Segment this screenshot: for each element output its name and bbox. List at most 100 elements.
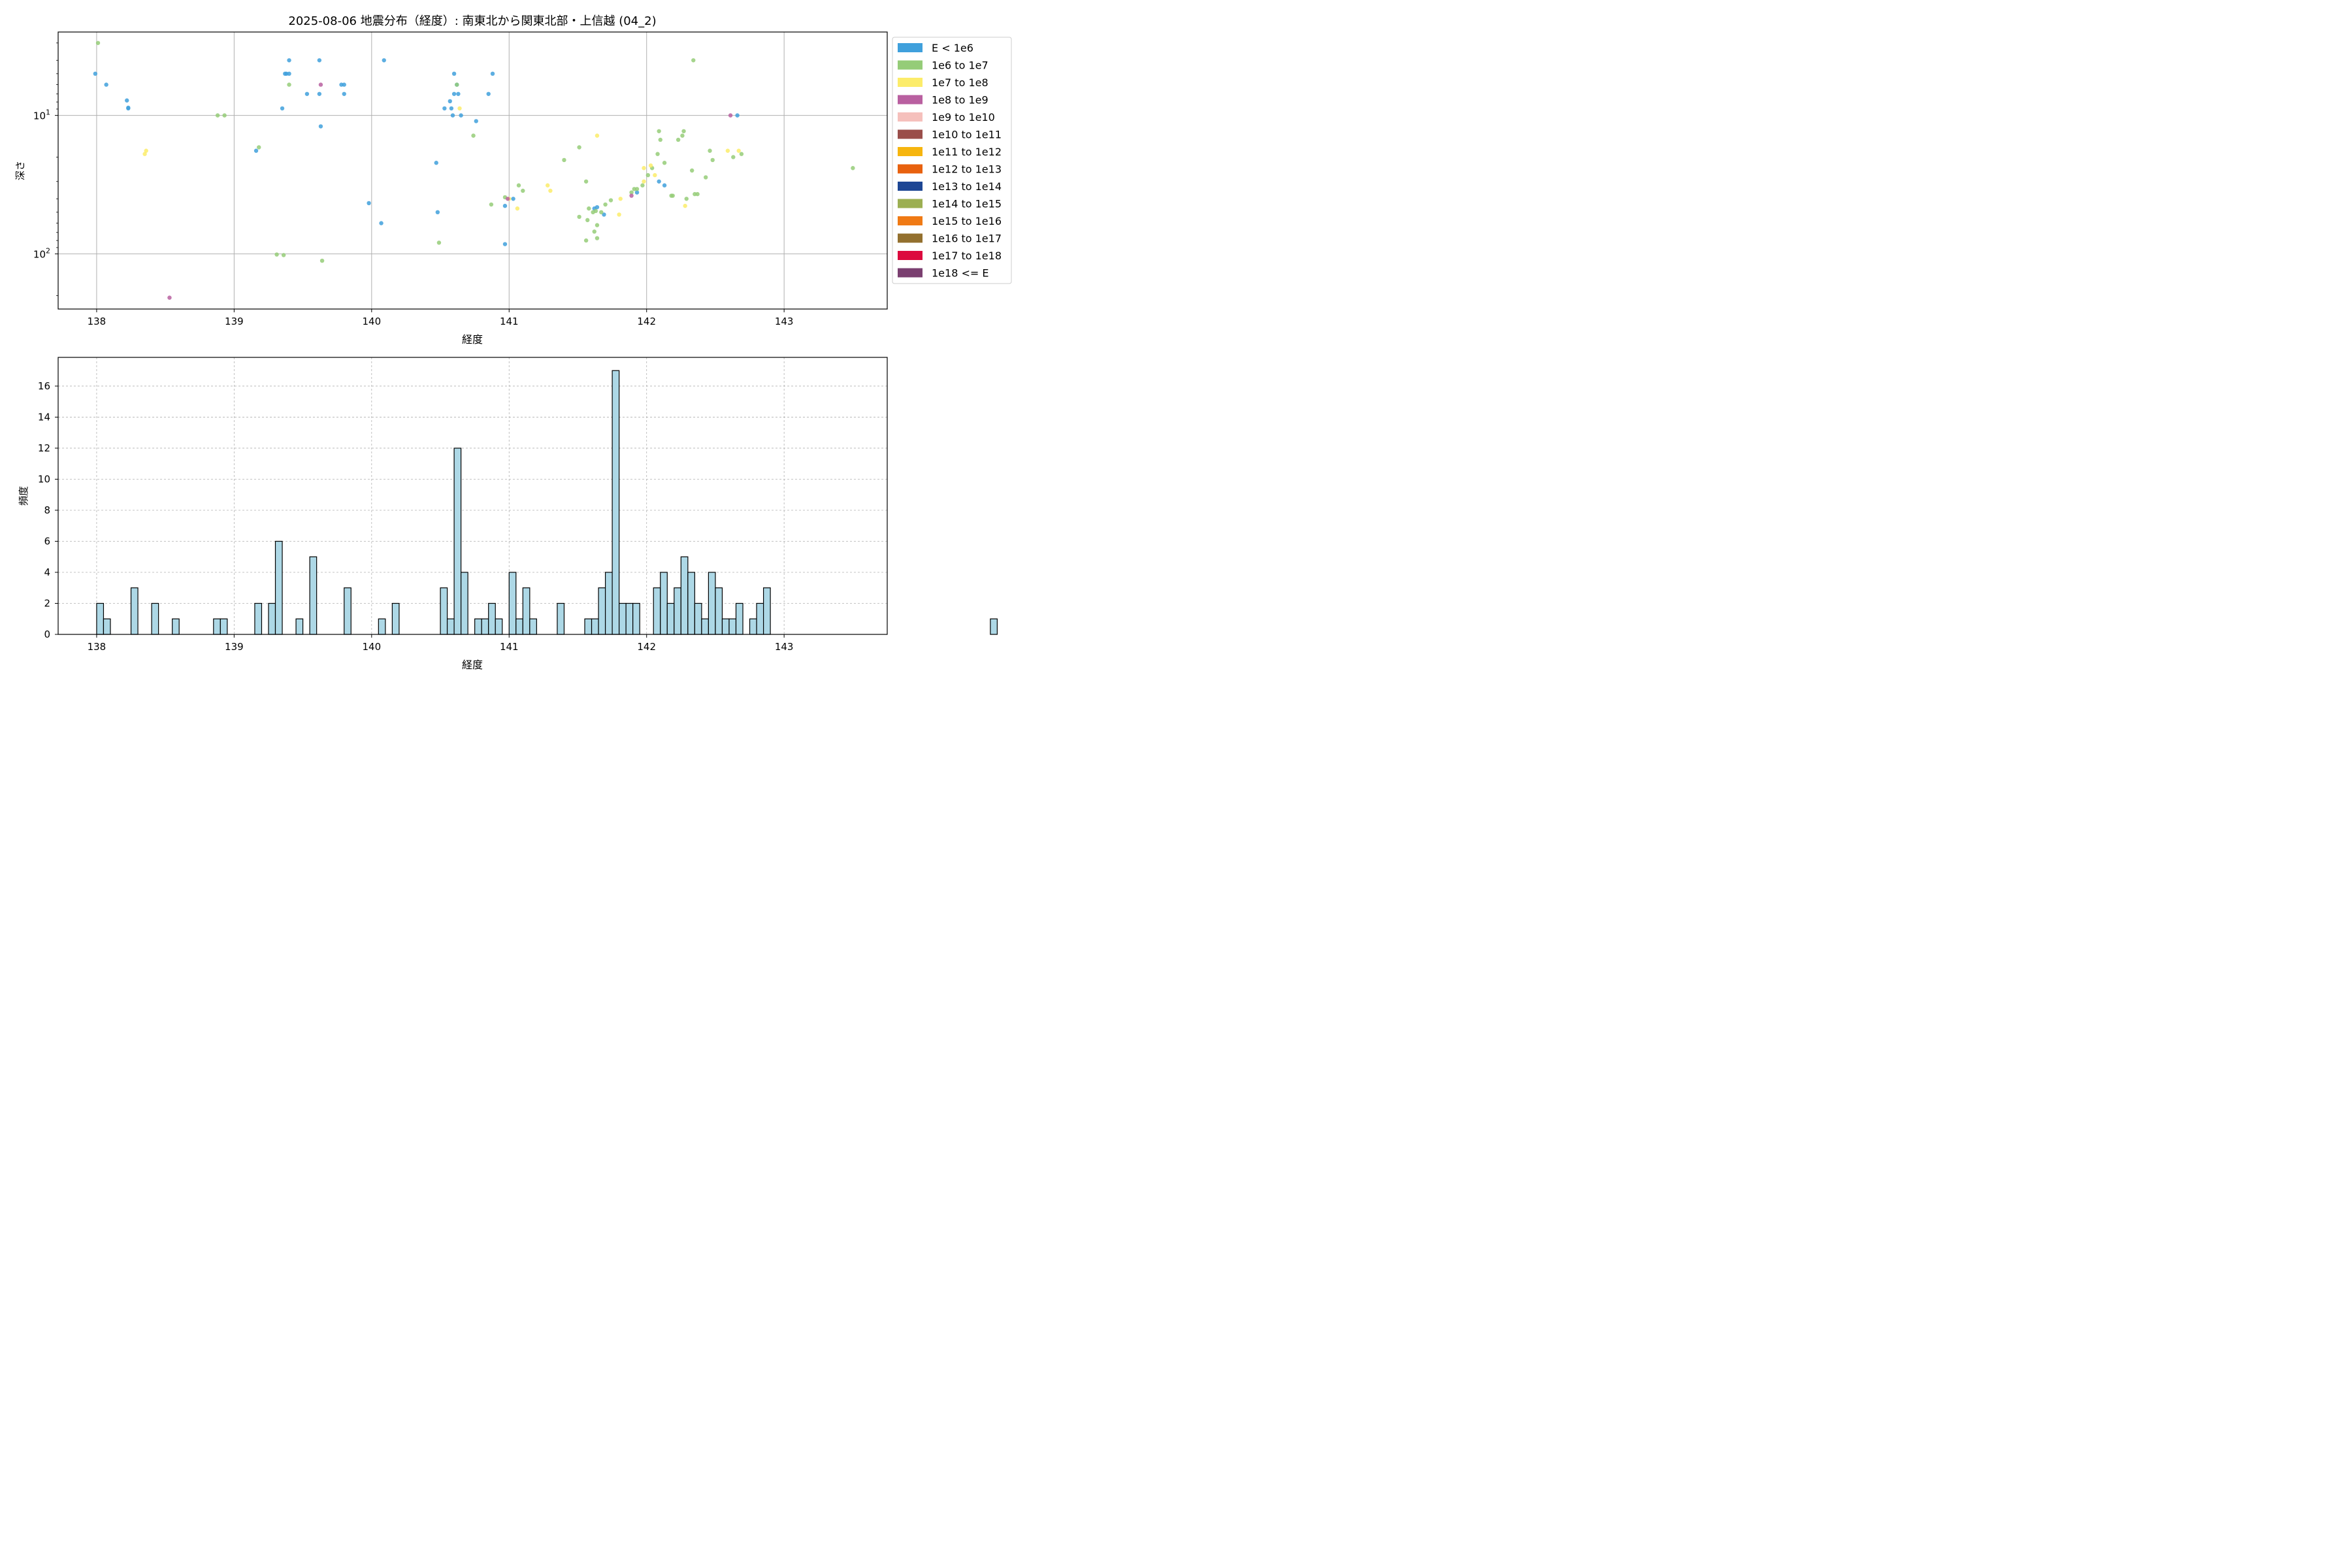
scatter-point: [617, 212, 621, 217]
scatter-point: [851, 166, 855, 171]
scatter-point: [280, 106, 285, 111]
scatter-x-tick-label: 140: [363, 316, 382, 327]
scatter-point: [511, 197, 515, 201]
histogram-bar: [990, 618, 998, 635]
histogram-bar: [694, 602, 702, 635]
scatter-point: [583, 238, 589, 243]
scatter-point: [515, 206, 520, 211]
histogram-bar: [715, 587, 723, 635]
scatter-point: [448, 99, 452, 104]
histogram-x-tick-label: 138: [88, 641, 106, 653]
histogram-y-tick-label: 0: [44, 629, 50, 640]
histogram-y-axis-label: 頻度: [18, 486, 29, 506]
histogram-bar: [625, 602, 634, 635]
scatter-point: [215, 113, 220, 118]
scatter-point: [728, 113, 733, 118]
scatter-point: [670, 193, 675, 198]
legend-swatch: [898, 268, 923, 278]
scatter-point: [104, 82, 108, 87]
scatter-y-axis-label: 深さ: [14, 161, 26, 180]
scatter-point: [603, 202, 608, 207]
scatter-x-tick-label: 142: [637, 316, 656, 327]
legend-label: 1e8 to 1e9: [932, 94, 988, 106]
scatter-point: [222, 113, 227, 118]
scatter-point: [342, 82, 346, 87]
scatter-point: [731, 155, 736, 159]
scatter-point: [634, 187, 640, 191]
histogram-bar: [701, 618, 710, 635]
scatter-point: [471, 133, 476, 138]
scatter-point: [585, 218, 590, 223]
scatter-point: [449, 106, 454, 111]
histogram-bar: [151, 602, 159, 635]
histogram-bar: [756, 602, 764, 635]
scatter-point: [304, 91, 310, 96]
scatter-point: [648, 163, 653, 168]
scatter-point: [657, 129, 661, 133]
histogram-y-tick-label: 8: [44, 504, 50, 516]
legend-swatch: [898, 199, 923, 208]
scatter-point: [442, 106, 447, 111]
histogram-bar: [295, 618, 304, 635]
scatter-point: [577, 214, 581, 220]
scatter-point: [318, 82, 323, 87]
scatter-point: [287, 58, 291, 63]
histogram-bar: [557, 602, 565, 635]
legend-label: 1e17 to 1e18: [932, 250, 1002, 262]
scatter-point: [457, 106, 462, 111]
histogram-bar: [687, 572, 695, 635]
scatter-point: [629, 190, 634, 195]
scatter-point: [253, 148, 259, 153]
histogram-bar: [584, 618, 593, 635]
scatter-point: [274, 252, 279, 257]
scatter-point: [257, 145, 261, 150]
scatter-point: [735, 113, 740, 118]
legend-swatch: [898, 112, 923, 122]
scatter-point: [736, 148, 741, 153]
histogram-y-ticks: 0 2 4 6 8 10 12 14 16: [38, 380, 58, 640]
legend-label: 1e11 to 1e12: [932, 146, 1002, 158]
legend-label: 1e14 to 1e15: [932, 198, 1002, 210]
histogram-bar: [619, 602, 627, 635]
histogram-bar: [96, 602, 105, 635]
scatter-point: [455, 82, 459, 87]
scatter-y-tick-label: 102: [33, 247, 50, 261]
histogram-y-tick-label: 4: [44, 566, 50, 578]
scatter-point: [142, 152, 147, 156]
histogram-bar: [220, 618, 228, 635]
histogram-chart: 138 139 140 141 142 143 0 2 4 6 8 10 12 14 16 経度 頻度: [18, 357, 998, 671]
scatter-point: [708, 148, 712, 153]
scatter-point: [95, 41, 101, 45]
scatter-x-tick-label: 143: [775, 316, 794, 327]
legend-label: 1e7 to 1e8: [932, 76, 988, 89]
scatter-point: [655, 152, 660, 156]
histogram-bar: [130, 587, 139, 635]
histogram-bar: [762, 587, 771, 635]
scatter-point: [577, 145, 581, 150]
legend-swatch: [898, 251, 923, 260]
scatter-point: [486, 91, 491, 96]
scatter-point: [319, 258, 325, 263]
scatter-point: [642, 166, 646, 171]
scatter-point: [317, 91, 322, 96]
scatter-point: [595, 236, 600, 240]
histogram-y-tick-label: 16: [38, 380, 50, 392]
scatter-point: [689, 168, 694, 173]
scatter-point: [281, 253, 286, 257]
legend-swatch: [898, 95, 923, 105]
scatter-point: [583, 179, 589, 184]
scatter-points: [93, 41, 855, 300]
histogram-bar: [495, 618, 503, 635]
legend-swatch: [898, 182, 923, 191]
scatter-point: [502, 242, 508, 246]
histogram-bar: [632, 602, 640, 635]
histogram-y-tick-label: 2: [44, 597, 50, 609]
histogram-plot-frame: [57, 357, 888, 635]
scatter-point: [681, 129, 686, 133]
histogram-bar: [749, 618, 757, 635]
scatter-point: [595, 223, 600, 227]
scatter-point: [645, 172, 651, 178]
legend: E < 1e6 1e6 to 1e7 1e7 to 1e8 1e8 to 1e9 1e9…: [892, 37, 1012, 284]
legend-label: 1e13 to 1e14: [932, 180, 1002, 193]
scatter-point: [474, 119, 478, 123]
